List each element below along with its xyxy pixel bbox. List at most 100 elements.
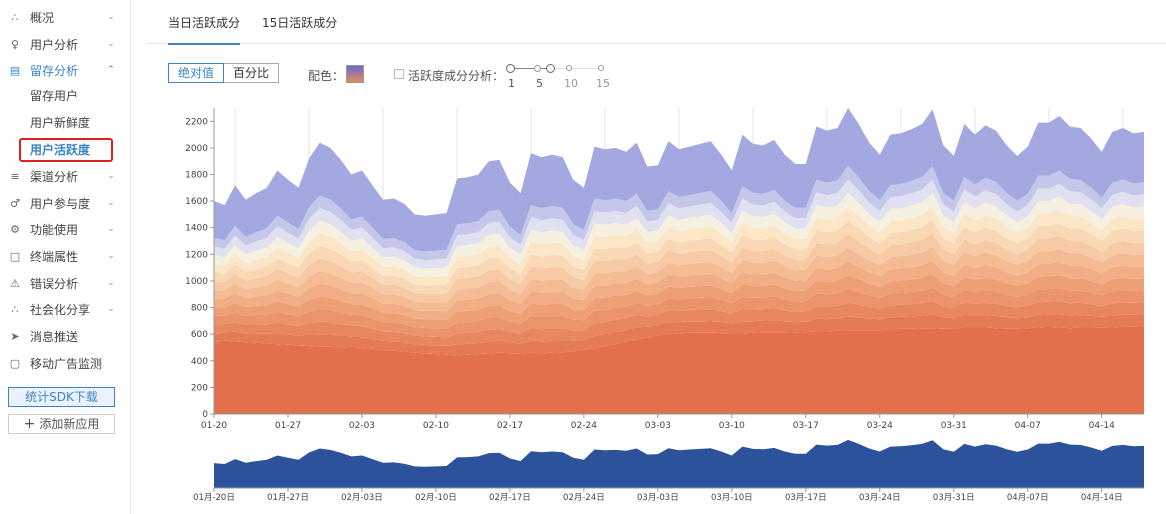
y-tick-label: 2200 xyxy=(185,117,208,127)
sidebar-item-label: 错误分析 xyxy=(30,276,79,291)
y-tick-label: 200 xyxy=(191,383,208,393)
chart-icon: ∴ xyxy=(11,10,19,24)
sidebar-item-error-analysis[interactable]: ⚠ 错误分析 ⌄ xyxy=(0,270,131,296)
chevron-down-icon: ⌄ xyxy=(107,251,115,261)
brush-tick-label: 03月-10日 xyxy=(711,493,753,503)
y-tick-label: 2000 xyxy=(185,144,208,154)
download-sdk-button[interactable]: 统计SDK下载 xyxy=(8,387,115,407)
sidebar-item-social-share[interactable]: ∴ 社会化分享 ⌄ xyxy=(0,296,131,322)
slider-track-active xyxy=(510,68,550,69)
area-layer-2 xyxy=(214,314,1144,356)
sidebar-item-overview[interactable]: ∴ 概况 ⌄ xyxy=(0,4,131,30)
funnel-icon: ≡ xyxy=(10,169,20,183)
brush-tick-label: 04月-07日 xyxy=(1007,493,1049,503)
tab-daily-active-composition[interactable]: 当日活跃成分 xyxy=(168,16,241,45)
x-tick-label: 03-17 xyxy=(793,421,819,431)
brush-overview-area[interactable] xyxy=(214,439,1144,488)
sidebar-item-label: 用户参与度 xyxy=(30,196,91,211)
y-tick-label: 600 xyxy=(191,330,208,340)
area-layer-8 xyxy=(214,233,1144,303)
brush-tick-label: 02月-10日 xyxy=(415,493,457,503)
chevron-down-icon: ⌄ xyxy=(107,12,115,22)
sidebar-item-mobile-ad[interactable]: ▢ 移动广告监测 xyxy=(0,350,131,376)
slider-step xyxy=(534,65,541,72)
sidebar-item-label: 终端属性 xyxy=(30,249,79,264)
brush-tick-label: 04月-14日 xyxy=(1081,493,1123,503)
sidebar-item-retention-analysis[interactable]: ▤ 留存分析 ⌃ xyxy=(0,57,131,83)
slider-handle-start[interactable] xyxy=(506,64,515,73)
x-tick-label: 03-31 xyxy=(941,421,967,431)
brush-tick-label: 03月-17日 xyxy=(785,493,827,503)
x-tick-label: 04-14 xyxy=(1089,421,1115,431)
device-icon: □ xyxy=(9,249,21,263)
area-layer-10 xyxy=(214,206,1144,286)
y-tick-label: 1200 xyxy=(185,250,208,260)
tab-15day-active-composition[interactable]: 15日活跃成分 xyxy=(262,16,338,30)
main-panel: 当日活跃成分 15日活跃成分 绝对值 百分比 配色： 活跃度成分分析： 1 5 … xyxy=(146,0,1166,514)
chevron-down-icon: ⌄ xyxy=(107,224,115,234)
brush-tick-label: 02月-24日 xyxy=(563,493,605,503)
y-tick-label: 1400 xyxy=(185,224,208,234)
sidebar-item-feature-usage[interactable]: ⚙ 功能使用 ⌄ xyxy=(0,216,131,242)
y-tick-label: 400 xyxy=(191,357,208,367)
sidebar-item-label: 消息推送 xyxy=(30,329,79,344)
slider-handle-end[interactable] xyxy=(546,64,555,73)
sidebar-item-label: 社会化分享 xyxy=(30,302,91,317)
chevron-down-icon: ⌄ xyxy=(107,171,115,181)
absolute-value-button[interactable]: 绝对值 xyxy=(168,63,225,83)
add-new-app-label: 添加新应用 xyxy=(39,417,100,431)
percentage-button[interactable]: 百分比 xyxy=(224,63,280,83)
slider-label-5: 5 xyxy=(536,77,543,90)
slider-label-10: 10 xyxy=(564,77,578,90)
sidebar-item-label: 概况 xyxy=(30,10,55,25)
sidebar: ∴ 概况 ⌄ ♀ 用户分析 ⌄ ▤ 留存分析 ⌃ 留存用户 用户新鲜度 用户活跃度 ≡ 渠道分析 ⌄ ♂ 用户参… xyxy=(0,0,131,514)
color-scheme-picker[interactable] xyxy=(346,65,364,83)
add-new-app-button[interactable]: + 添加新应用 xyxy=(8,414,115,434)
mode-toggle: 绝对值 百分比 xyxy=(168,63,280,83)
brush-tick-label: 03月-24日 xyxy=(859,493,901,503)
area-layer-12 xyxy=(214,179,1144,269)
day-range-slider[interactable]: 1 5 10 15 xyxy=(506,60,616,92)
x-tick-label: 03-24 xyxy=(867,421,893,431)
x-tick-label: 03-10 xyxy=(719,421,745,431)
sidebar-item-user-analysis[interactable]: ♀ 用户分析 ⌄ xyxy=(0,31,131,57)
slider-step xyxy=(566,65,572,71)
sidebar-item-label: 渠道分析 xyxy=(30,169,79,184)
sidebar-item-push-message[interactable]: ➤ 消息推送 xyxy=(0,323,131,349)
sidebar-item-label: 功能使用 xyxy=(30,222,79,237)
x-tick-label: 02-24 xyxy=(571,421,597,431)
warning-icon: ⚠ xyxy=(10,276,20,290)
area-layer-4 xyxy=(214,287,1144,338)
sidebar-subitem[interactable]: 用户新鲜度 xyxy=(30,116,91,130)
x-tick-label: 01-20 xyxy=(201,421,227,431)
chevron-down-icon: ⌄ xyxy=(107,278,115,288)
y-tick-label: 800 xyxy=(191,304,208,314)
gear-icon: ⚙ xyxy=(10,222,20,236)
engage-icon: ♂ xyxy=(10,196,20,210)
chevron-down-icon: ⌄ xyxy=(107,304,115,314)
sidebar-item-label: 移动广告监测 xyxy=(30,356,103,371)
sidebar-item-device-attributes[interactable]: □ 终端属性 ⌄ xyxy=(0,243,131,269)
tab-bar: 当日活跃成分 15日活跃成分 xyxy=(146,0,1166,45)
area-layer-11 xyxy=(214,193,1144,277)
sidebar-subitem[interactable]: 留存用户 xyxy=(30,89,79,103)
composition-analysis-checkbox[interactable] xyxy=(394,69,404,79)
x-tick-label: 01-27 xyxy=(275,421,301,431)
share-icon: ∴ xyxy=(11,302,19,316)
area-layer-14 xyxy=(214,108,1144,252)
brush-tick-label: 03月-31日 xyxy=(933,493,975,503)
user-icon: ♀ xyxy=(10,37,20,51)
y-tick-label: 1800 xyxy=(185,171,208,181)
send-icon: ➤ xyxy=(10,329,20,343)
stacked-area-chart: 0 200 400 600 800 1000 1200 1400 1600 1800 2000 220… xyxy=(185,108,1144,503)
sidebar-item-channel-analysis[interactable]: ≡ 渠道分析 ⌄ xyxy=(0,163,131,189)
sidebar-item-user-engagement[interactable]: ♂ 用户参与度 ⌄ xyxy=(0,190,131,216)
sidebar-item-label: 留存分析 xyxy=(30,63,79,78)
calendar-icon: ▤ xyxy=(9,63,21,77)
area-layer-3 xyxy=(214,301,1144,346)
slider-label-1: 1 xyxy=(508,77,515,90)
brush-tick-label: 02月-17日 xyxy=(489,493,531,503)
sidebar-subitem[interactable]: 用户活跃度 xyxy=(30,143,91,157)
ad-icon: ▢ xyxy=(9,356,21,370)
area-layer-5 xyxy=(214,274,1144,329)
